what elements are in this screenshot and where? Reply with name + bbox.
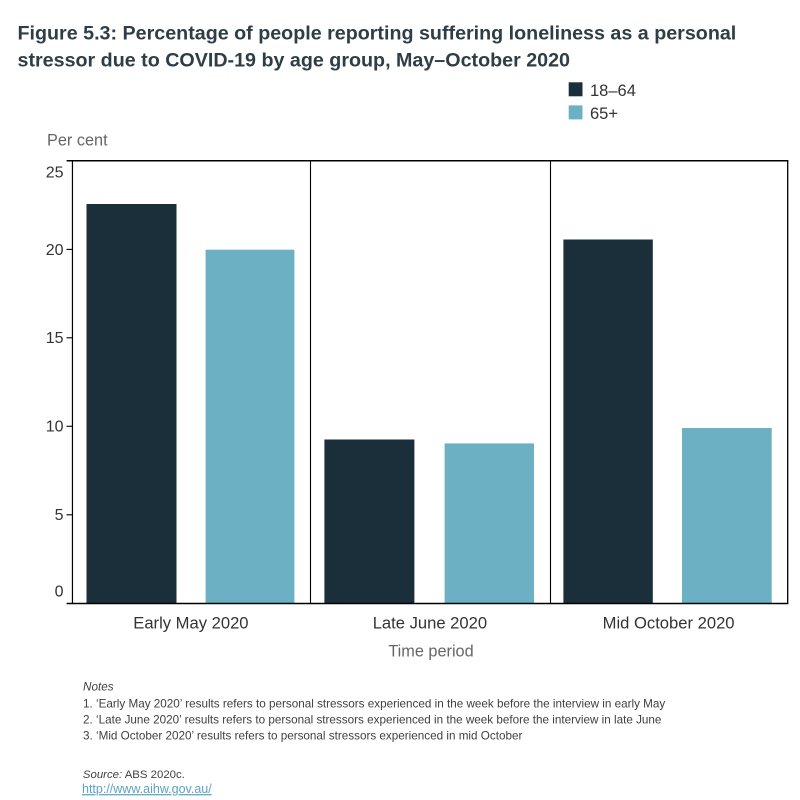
svg-text:65+: 65+ — [590, 105, 618, 123]
svg-text:Source: ABS 2020c.: Source: ABS 2020c. — [83, 769, 185, 781]
svg-text:Time period: Time period — [388, 643, 473, 661]
svg-text:20: 20 — [46, 242, 64, 259]
svg-text:2. ‘Late June 2020’ results re: 2. ‘Late June 2020’ results refers to pe… — [83, 713, 661, 726]
svg-text:stressor due to COVID-19 by ag: stressor due to COVID-19 by age group, M… — [18, 49, 571, 71]
svg-text:Notes: Notes — [83, 680, 114, 693]
svg-text:Late June 2020: Late June 2020 — [373, 614, 487, 633]
svg-text:0: 0 — [55, 584, 64, 601]
svg-text:25: 25 — [46, 164, 64, 181]
svg-text:18–64: 18–64 — [590, 82, 636, 100]
svg-text:Per cent: Per cent — [47, 132, 108, 150]
svg-text:1. ‘Early May 2020’ results re: 1. ‘Early May 2020’ results refers to pe… — [83, 697, 665, 710]
svg-text:3. ‘Mid October 2020’ results: 3. ‘Mid October 2020’ results refers to … — [83, 729, 522, 742]
svg-text:15: 15 — [46, 330, 64, 347]
svg-text:Mid October 2020: Mid October 2020 — [603, 614, 735, 633]
svg-text:10: 10 — [46, 419, 64, 436]
svg-text:http://www.aihw.gov.au/: http://www.aihw.gov.au/ — [82, 782, 212, 796]
svg-text:5: 5 — [55, 507, 64, 524]
svg-text:Figure 5.3: Percentage of peop: Figure 5.3: Percentage of people reporti… — [18, 22, 737, 44]
svg-text:Early May 2020: Early May 2020 — [133, 614, 248, 633]
